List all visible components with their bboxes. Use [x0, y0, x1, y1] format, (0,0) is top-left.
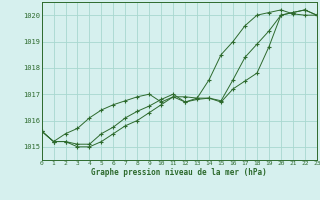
X-axis label: Graphe pression niveau de la mer (hPa): Graphe pression niveau de la mer (hPa)	[91, 168, 267, 177]
